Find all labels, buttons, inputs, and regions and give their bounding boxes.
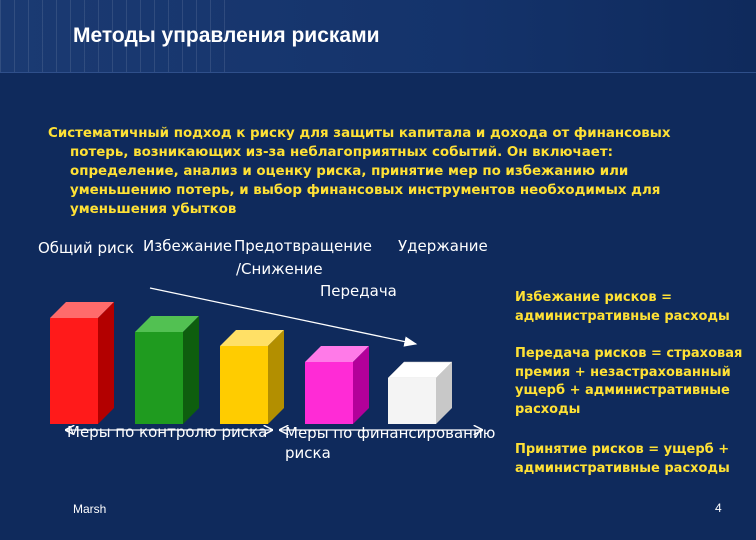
note-avoidance: Избежание рисков = административные расх… bbox=[515, 290, 730, 324]
label-total-risk: Общий риск bbox=[38, 239, 135, 257]
intro-rest: потерь, возникающих из-за неблагоприятны… bbox=[70, 145, 661, 217]
label-transfer: Передача bbox=[320, 282, 397, 300]
header-band bbox=[0, 0, 756, 72]
note-retention: Принятие рисков = ущерб + административн… bbox=[515, 442, 730, 476]
bar-white bbox=[387, 361, 453, 424]
label-reduction: /Снижение bbox=[236, 260, 323, 278]
diagonal-arrow bbox=[149, 287, 418, 347]
label-financing-measures: Меры по финансированию риска bbox=[285, 424, 496, 462]
label-avoidance: Избежание bbox=[143, 237, 233, 255]
intro-line-1: Систематичный подход к риску для защиты … bbox=[48, 126, 671, 141]
label-prevention: Предотвращение bbox=[234, 237, 373, 255]
header-decoration bbox=[0, 0, 230, 72]
bar-magenta bbox=[305, 346, 369, 424]
label-control-measures: Меры по контролю риска bbox=[67, 423, 268, 441]
footer-source: Marsh bbox=[73, 502, 107, 516]
bar-yellow bbox=[220, 330, 284, 424]
label-retention: Удержание bbox=[398, 237, 488, 255]
intro-text: Систематичный подход к риску для защиты … bbox=[48, 124, 708, 219]
slide-title: Методы управления рисками bbox=[73, 24, 380, 47]
note-transfer: Передача рисков = страховая премия + нез… bbox=[515, 346, 743, 417]
bar-red bbox=[50, 302, 114, 424]
page-number: 4 bbox=[715, 501, 722, 515]
header-divider bbox=[0, 72, 756, 73]
bar-green bbox=[135, 316, 199, 424]
